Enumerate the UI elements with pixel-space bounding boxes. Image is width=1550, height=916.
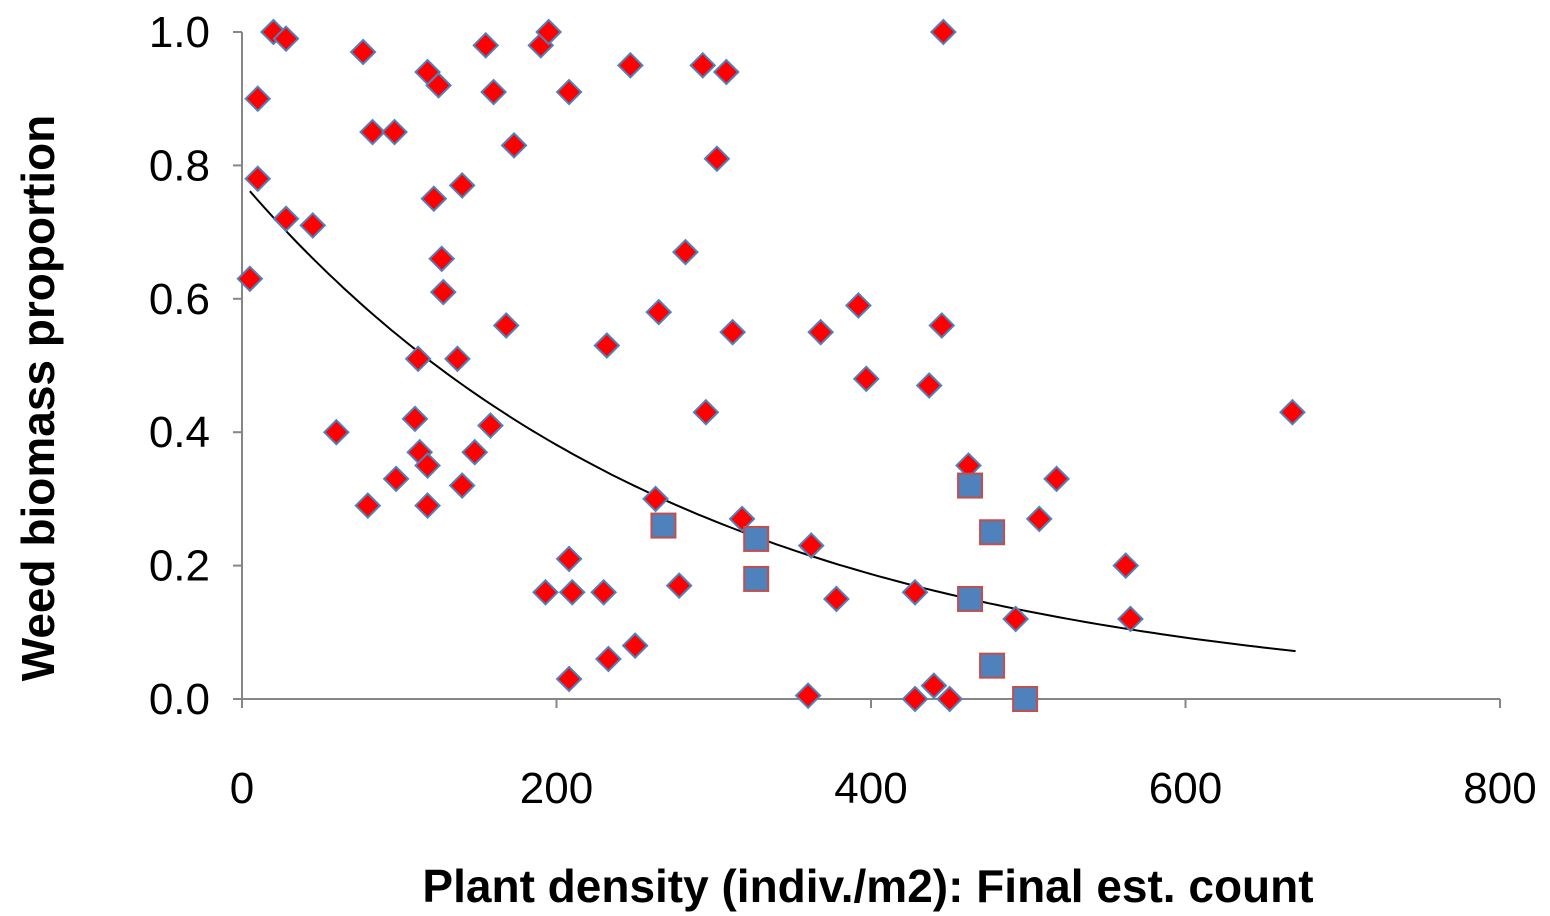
data-point-diamond: [429, 278, 457, 306]
data-point-diamond: [558, 578, 586, 606]
data-point-diamond: [477, 412, 504, 439]
data-point-square: [957, 585, 984, 612]
data-point-diamond: [703, 145, 731, 173]
data-point-diamond: [901, 685, 929, 713]
data-point-diamond: [719, 318, 747, 346]
x-axis-title: Plant density (indiv./m2): Final est. co…: [422, 860, 1313, 912]
x-tick-label: 800: [1463, 764, 1536, 813]
diamond-series: [236, 18, 1306, 713]
data-point-diamond: [349, 38, 377, 66]
data-point-square: [979, 652, 1006, 679]
data-point-diamond: [472, 31, 500, 59]
data-point-diamond: [590, 578, 618, 606]
x-tick-label: 600: [1149, 764, 1222, 813]
data-point-diamond: [915, 372, 943, 399]
data-point-diamond: [244, 165, 272, 193]
data-point-diamond: [672, 238, 699, 266]
data-point-diamond: [492, 312, 520, 339]
data-point-diamond: [1279, 398, 1306, 426]
data-point-diamond: [822, 585, 850, 613]
data-point-diamond: [645, 298, 673, 326]
data-point-diamond: [420, 185, 448, 213]
data-point-diamond: [920, 672, 948, 700]
y-tick-label: 0.0: [149, 675, 210, 724]
data-point-diamond: [428, 245, 456, 273]
x-tick-label: 400: [834, 764, 907, 813]
data-point-diamond: [414, 452, 441, 479]
data-point-diamond: [555, 545, 583, 573]
data-point-square: [979, 519, 1006, 546]
data-point-square: [957, 472, 984, 499]
data-point-diamond: [1025, 505, 1053, 533]
y-axis-title: Weed biomass proportion: [12, 115, 64, 682]
y-tick-label: 0.4: [149, 408, 210, 457]
data-point-diamond: [382, 465, 410, 493]
data-point-diamond: [852, 365, 880, 393]
data-point-diamond: [555, 665, 583, 693]
data-point-diamond: [535, 18, 563, 46]
data-point-diamond: [594, 645, 622, 673]
data-point-diamond: [555, 78, 583, 106]
data-point-diamond: [272, 205, 300, 233]
data-point-diamond: [665, 572, 693, 600]
data-point-diamond: [401, 405, 429, 433]
data-point-diamond: [728, 505, 756, 533]
data-point-diamond: [236, 265, 264, 293]
data-point-diamond: [532, 578, 559, 606]
data-point-diamond: [500, 131, 528, 159]
data-point-diamond: [794, 682, 822, 710]
data-point-diamond: [414, 492, 441, 519]
data-point-diamond: [448, 472, 476, 499]
data-point-diamond: [807, 318, 835, 346]
data-point-diamond: [692, 398, 720, 426]
data-point-diamond: [425, 71, 452, 99]
data-point-diamond: [448, 171, 476, 199]
x-tick-label: 200: [520, 764, 593, 813]
data-point-diamond: [797, 532, 825, 560]
data-point-diamond: [322, 418, 350, 446]
data-point-diamond: [1112, 552, 1140, 580]
data-point-diamond: [712, 58, 740, 86]
data-point-diamond: [244, 85, 272, 113]
data-point-diamond: [928, 312, 956, 339]
x-tick-label: 0: [230, 764, 254, 813]
data-point-diamond: [616, 51, 644, 79]
y-tick-label: 0.2: [149, 542, 210, 591]
data-point-diamond: [845, 292, 872, 319]
data-point-diamond: [901, 578, 929, 606]
data-point-diamond: [359, 118, 386, 146]
data-point-diamond: [404, 345, 432, 373]
data-point-diamond: [444, 345, 471, 373]
data-point-diamond: [929, 18, 957, 46]
axes: [233, 31, 1501, 708]
y-tick-label: 0.6: [149, 275, 210, 324]
data-point-diamond: [480, 78, 508, 106]
data-point-diamond: [461, 438, 489, 466]
data-point-diamond: [272, 25, 300, 53]
data-point-square: [1012, 686, 1039, 712]
data-point-diamond: [593, 332, 621, 359]
data-point-diamond: [936, 685, 964, 713]
y-tick-label: 1.0: [149, 8, 210, 57]
data-point-diamond: [354, 492, 382, 519]
data-point-diamond: [1117, 605, 1144, 633]
data-point-square: [743, 525, 770, 552]
data-point-diamond: [621, 632, 649, 660]
data-point-diamond: [1002, 605, 1030, 633]
data-point-diamond: [642, 485, 669, 513]
data-point-diamond: [689, 51, 717, 79]
y-tick-label: 0.8: [149, 141, 210, 190]
data-point-square: [743, 565, 770, 592]
data-point-square: [650, 512, 677, 539]
data-point-diamond: [381, 118, 408, 146]
square-series: [650, 472, 1039, 712]
data-point-diamond: [299, 212, 327, 239]
data-point-diamond: [1043, 465, 1070, 493]
tick-labels: 0.0 0.2 0.4 0.6 0.8 1.0 0 200 400 600 800: [149, 8, 1537, 813]
